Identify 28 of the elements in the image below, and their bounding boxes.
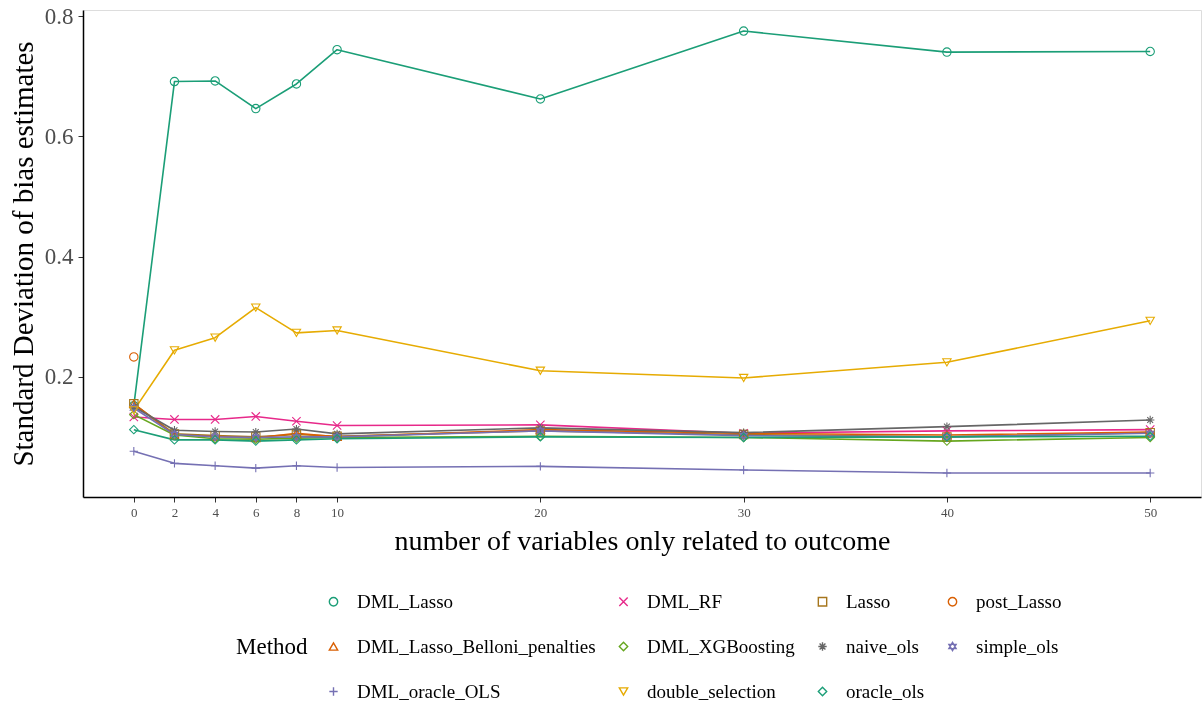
legend-label: DML_oracle_OLS (357, 680, 501, 702)
x-tick-label: 2 (171, 504, 179, 520)
legend-label: DML_Lasso_Belloni_penalties (357, 635, 596, 657)
x-tick-label: 40 (940, 504, 954, 520)
legend-label: post_Lasso (976, 590, 1062, 612)
legend-label: DML_Lasso (357, 590, 454, 612)
x-tick-label: 10 (331, 504, 345, 520)
x-tick-label: 8 (293, 504, 301, 520)
legend-label: double_selection (647, 680, 777, 702)
legend-label: naive_ols (846, 635, 919, 657)
legend-label: simple_ols (976, 635, 1059, 657)
x-tick-label: 30 (737, 504, 751, 520)
x-tick-label: 20 (534, 504, 548, 520)
x-tick-label: 4 (212, 504, 220, 520)
legend-label: oracle_ols (846, 680, 925, 702)
legend-label: DML_RF (647, 590, 722, 612)
x-tick-label: 0 (131, 504, 138, 520)
x-tick-label: 6 (253, 504, 261, 520)
y-axis-title: Standard Deviation of bias estimates (6, 41, 39, 467)
y-tick-label: 0.6 (44, 123, 74, 149)
legend-label: Lasso (846, 590, 891, 612)
y-tick-label: 0.8 (44, 3, 74, 29)
legend-title: Method (236, 634, 309, 659)
y-tick-label: 0.4 (44, 244, 74, 270)
legend-label: DML_XGBoosting (647, 635, 796, 657)
y-tick-label: 0.2 (44, 364, 74, 390)
x-axis-title: number of variables only related to outcome (394, 524, 891, 556)
x-tick-label: 50 (1144, 504, 1158, 520)
